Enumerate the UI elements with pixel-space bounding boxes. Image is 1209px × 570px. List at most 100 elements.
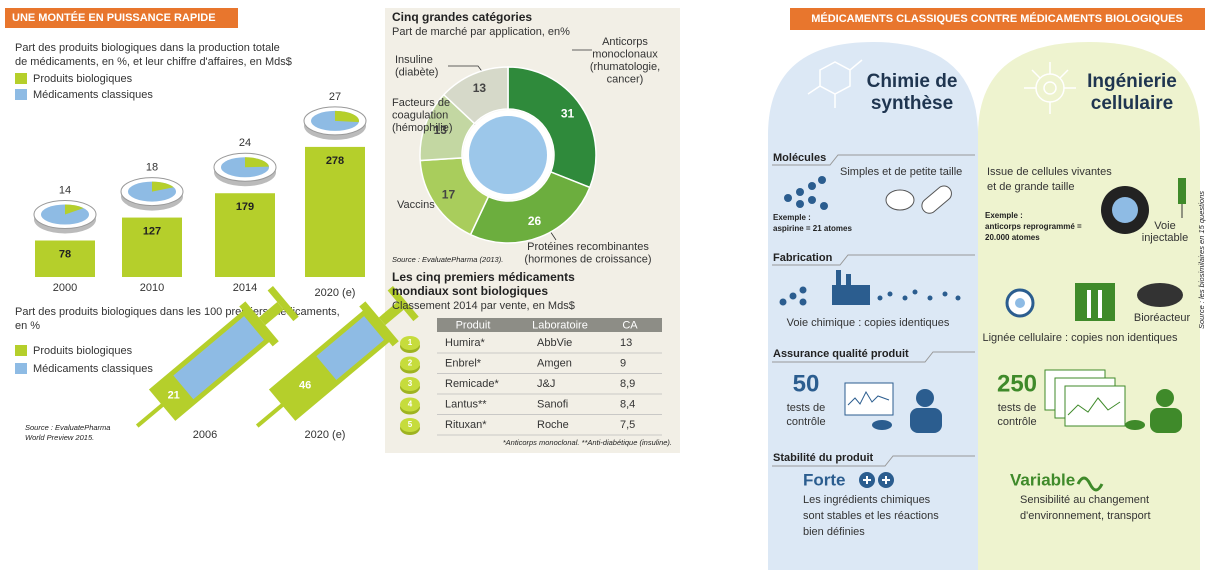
x-tick-label: 2020 (e) xyxy=(305,429,346,441)
description: et de grande taille xyxy=(987,181,1074,193)
segment-value-label: 17 xyxy=(442,188,456,202)
test-count: 250 xyxy=(997,370,1037,397)
section-header: MÉDICAMENTS CLASSIQUES CONTRE MÉDICAMENT… xyxy=(811,12,1183,25)
table-title: Les cinq premiers médicaments xyxy=(392,270,575,284)
legend-swatch xyxy=(15,363,27,374)
segment-label: Vaccins xyxy=(397,199,435,211)
legend-swatch xyxy=(15,345,27,356)
table-cell: 8,4 xyxy=(620,398,635,410)
note: injectable xyxy=(1142,232,1188,244)
bar-value-label: 278 xyxy=(326,155,344,167)
table-title: mondiaux sont biologiques xyxy=(392,284,548,298)
column-title: Ingénierie xyxy=(1087,71,1177,92)
share-label: 14 xyxy=(59,184,71,196)
rank: 3 xyxy=(408,379,413,388)
bar-value-label: 179 xyxy=(236,201,254,213)
column-title: synthèse xyxy=(871,93,953,114)
rank: 2 xyxy=(408,359,413,368)
page: UNE MONTÉE EN PUISSANCE RAPIDEPart des p… xyxy=(0,0,1209,570)
description: Les ingrédients chimiques xyxy=(803,494,931,506)
stability-rating: Variable xyxy=(1010,470,1075,489)
table-cell: Amgen xyxy=(537,357,572,369)
share-label: 24 xyxy=(239,137,251,149)
description: tests de xyxy=(998,402,1037,414)
bar-value-label: 78 xyxy=(59,248,71,260)
table-cell: Enbrel* xyxy=(445,357,482,369)
segment-value-label: 31 xyxy=(561,107,575,121)
note: Voie xyxy=(1154,220,1175,232)
description: Lignée cellulaire : copies non identique… xyxy=(982,332,1178,344)
column-bg-chemistry xyxy=(768,42,978,570)
rank: 1 xyxy=(408,338,413,347)
rank: 5 xyxy=(408,420,413,429)
segment-label: monoclonaux xyxy=(592,48,658,60)
needle xyxy=(137,404,164,426)
description: contrôle xyxy=(786,416,825,428)
table-cell: 13 xyxy=(620,337,632,349)
column-header: Produit xyxy=(456,319,491,331)
description: bien définies xyxy=(803,526,865,538)
source: Source : EvaluatePharma (2013). xyxy=(392,255,503,264)
needle xyxy=(257,404,284,426)
description: Voie chimique : copies identiques xyxy=(787,317,950,329)
table-cell: Roche xyxy=(537,419,569,431)
description: contrôle xyxy=(997,416,1036,428)
segment-label: coagulation xyxy=(392,109,448,121)
column-title: Chimie de xyxy=(867,71,958,92)
description: sont stables et les réactions xyxy=(803,510,939,522)
chart-subtitle: en % xyxy=(15,320,40,332)
legend-swatch xyxy=(15,73,27,84)
table-cell: 9 xyxy=(620,357,626,369)
share-label: 21 xyxy=(168,389,180,401)
section-title: Fabrication xyxy=(773,252,833,264)
table-cell: Lantus** xyxy=(445,398,487,410)
chart-subtitle: Part des produits biologiques dans la pr… xyxy=(15,42,280,54)
column-header: Laboratoire xyxy=(532,319,588,331)
legend-label: Produits biologiques xyxy=(33,73,133,85)
table-cell: Remicade* xyxy=(445,378,500,390)
chart-title: Cinq grandes catégories xyxy=(392,10,532,24)
table-cell: Sanofi xyxy=(537,398,568,410)
segment-label: (diabète) xyxy=(395,66,438,78)
legend-label: Produits biologiques xyxy=(33,345,133,357)
segment-value-label: 26 xyxy=(528,214,542,228)
column-title: cellulaire xyxy=(1091,93,1173,114)
segment-label: Insuline xyxy=(395,54,433,66)
segment-label: Anticorps xyxy=(602,36,648,48)
source: Source : EvaluatePharma xyxy=(25,423,110,432)
share-label: 46 xyxy=(299,380,311,392)
legend-swatch xyxy=(15,89,27,100)
description: tests de xyxy=(787,402,826,414)
segment-value-label: 13 xyxy=(473,81,487,95)
table-cell: 8,9 xyxy=(620,378,635,390)
segment-label: Facteurs de xyxy=(392,97,450,109)
chart-subtitle: Part de marché par application, en% xyxy=(392,26,570,38)
table-cell: 7,5 xyxy=(620,419,635,431)
legend-label: Médicaments classiques xyxy=(33,363,153,375)
legend-label: Médicaments classiques xyxy=(33,89,153,101)
x-tick-label: 2010 xyxy=(140,282,164,294)
table-cell: Rituxan* xyxy=(445,419,487,431)
table-cell: J&J xyxy=(537,378,555,390)
segment-label: (rhumatologie, xyxy=(590,61,660,73)
segment-label: Protéines recombinantes xyxy=(527,241,649,253)
share-label: 18 xyxy=(146,161,158,173)
example: aspirine = 21 atomes xyxy=(773,224,852,233)
footnote: *Anticorps monoclonal. **Anti-diabétique… xyxy=(503,438,672,447)
donut-core xyxy=(469,116,547,194)
table-cell: AbbVie xyxy=(537,337,572,349)
column-header: CA xyxy=(622,319,638,331)
source: World Preview 2015. xyxy=(25,433,94,442)
description: Issue de cellules vivantes xyxy=(987,166,1112,178)
description: Sensibilité au changement xyxy=(1020,494,1149,506)
example: Exemple : xyxy=(985,211,1023,220)
x-tick-label: 2020 (e) xyxy=(315,287,356,299)
rank: 4 xyxy=(408,400,413,409)
section-title: Assurance qualité produit xyxy=(773,348,909,360)
source: Source : les biosimilaires en 15 questio… xyxy=(1197,191,1206,329)
description: Simples et de petite taille xyxy=(840,166,962,178)
share-label: 27 xyxy=(329,91,341,103)
infographic: UNE MONTÉE EN PUISSANCE RAPIDEPart des p… xyxy=(0,0,1209,570)
x-tick-label: 2006 xyxy=(193,429,217,441)
example: Exemple : xyxy=(773,213,811,222)
